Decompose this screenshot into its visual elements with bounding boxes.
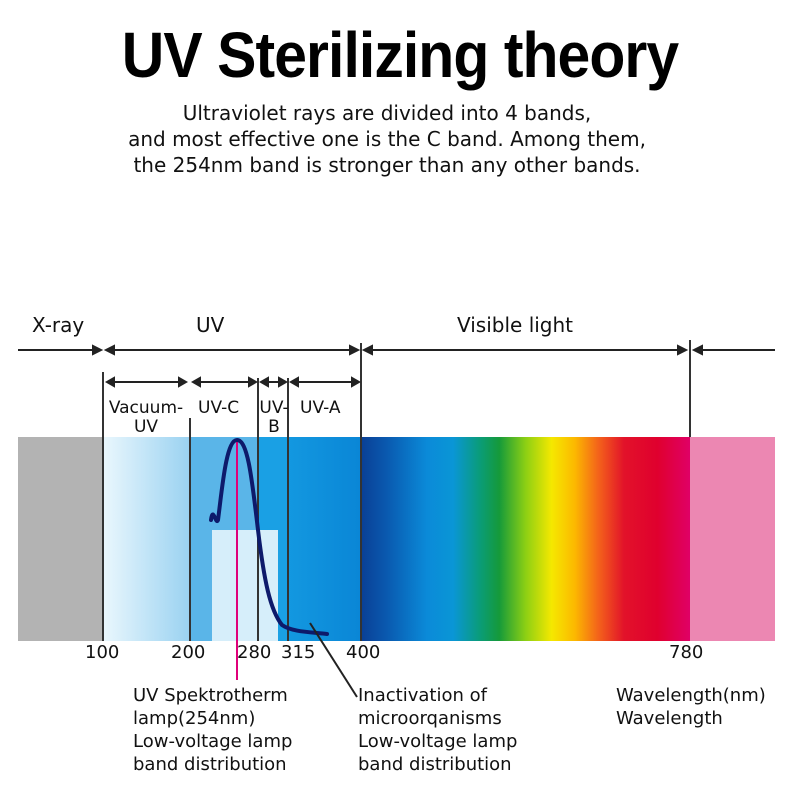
- infrared-band: [690, 437, 775, 641]
- tick-400: 400: [346, 642, 381, 663]
- wavelength-note: Wavelength(nm) Wavelength: [616, 685, 766, 729]
- subtitle: Ultraviolet rays are divided into 4 band…: [0, 100, 774, 178]
- uvc-label: UV-C: [198, 398, 240, 418]
- inactivation-pointer: [309, 622, 358, 698]
- subtitle-line-3: the 254nm band is stronger than any othe…: [133, 153, 641, 177]
- vacuum-uv-band: [103, 437, 190, 641]
- tick-315: 315: [281, 642, 316, 663]
- uv-label: UV: [196, 313, 225, 337]
- uva-label: UV-A: [300, 398, 341, 418]
- tick-780: 780: [669, 642, 704, 663]
- tick-280: 280: [237, 642, 272, 663]
- inactivation-curve: [209, 437, 329, 636]
- subtitle-line-2: and most effective one is the C band. Am…: [128, 127, 646, 151]
- tick-200: 200: [171, 642, 206, 663]
- inactivation-note: Inactivation of microorqanisms Low-volta…: [358, 685, 518, 775]
- tick-100: 100: [85, 642, 120, 663]
- xray-band: [18, 437, 103, 641]
- subtitle-line-1: Ultraviolet rays are divided into 4 band…: [182, 101, 592, 125]
- visible-light-label: Visible light: [457, 313, 574, 337]
- vacuum-uv-label: Vacuum- UV: [108, 398, 184, 437]
- lamp-note: UV Spektrotherm lamp(254nm) Low-voltage …: [133, 685, 293, 775]
- visible-band: [361, 437, 690, 641]
- uvb-label: UV- B: [259, 398, 289, 437]
- xray-label: X-ray: [32, 313, 85, 337]
- uva-band: [288, 437, 361, 641]
- page-title: UV Sterilizing theory: [121, 19, 679, 91]
